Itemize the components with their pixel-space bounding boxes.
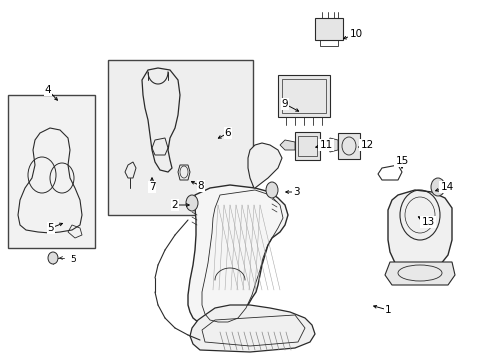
Polygon shape (384, 262, 454, 285)
Text: 6: 6 (224, 128, 231, 138)
Bar (319, 40, 337, 46)
Text: 4: 4 (44, 85, 51, 95)
Ellipse shape (185, 195, 198, 211)
Polygon shape (387, 190, 451, 275)
Bar (297, 136, 316, 156)
Text: 8: 8 (197, 181, 204, 191)
Bar (278, 75, 329, 117)
Ellipse shape (265, 182, 278, 198)
Ellipse shape (430, 178, 444, 196)
Text: 9: 9 (281, 99, 288, 109)
Bar (108, 60, 252, 215)
Polygon shape (280, 140, 294, 150)
Text: 7: 7 (148, 182, 155, 192)
Text: 14: 14 (440, 182, 453, 192)
Text: 15: 15 (395, 156, 408, 166)
Text: 12: 12 (360, 140, 373, 150)
Bar (282, 79, 325, 113)
Text: 5: 5 (70, 255, 76, 264)
Bar (314, 18, 342, 40)
Bar (8, 95, 95, 248)
Text: 13: 13 (421, 217, 434, 227)
Bar (337, 133, 359, 159)
Polygon shape (247, 143, 282, 188)
Text: 2: 2 (171, 200, 178, 210)
Ellipse shape (48, 252, 58, 264)
Bar (294, 132, 319, 160)
Polygon shape (190, 305, 314, 352)
Text: 5: 5 (48, 223, 54, 233)
Text: 10: 10 (349, 29, 362, 39)
Text: 1: 1 (384, 305, 390, 315)
Polygon shape (327, 138, 337, 152)
Text: 3: 3 (292, 187, 299, 197)
Polygon shape (187, 185, 287, 326)
Text: 11: 11 (319, 140, 332, 150)
